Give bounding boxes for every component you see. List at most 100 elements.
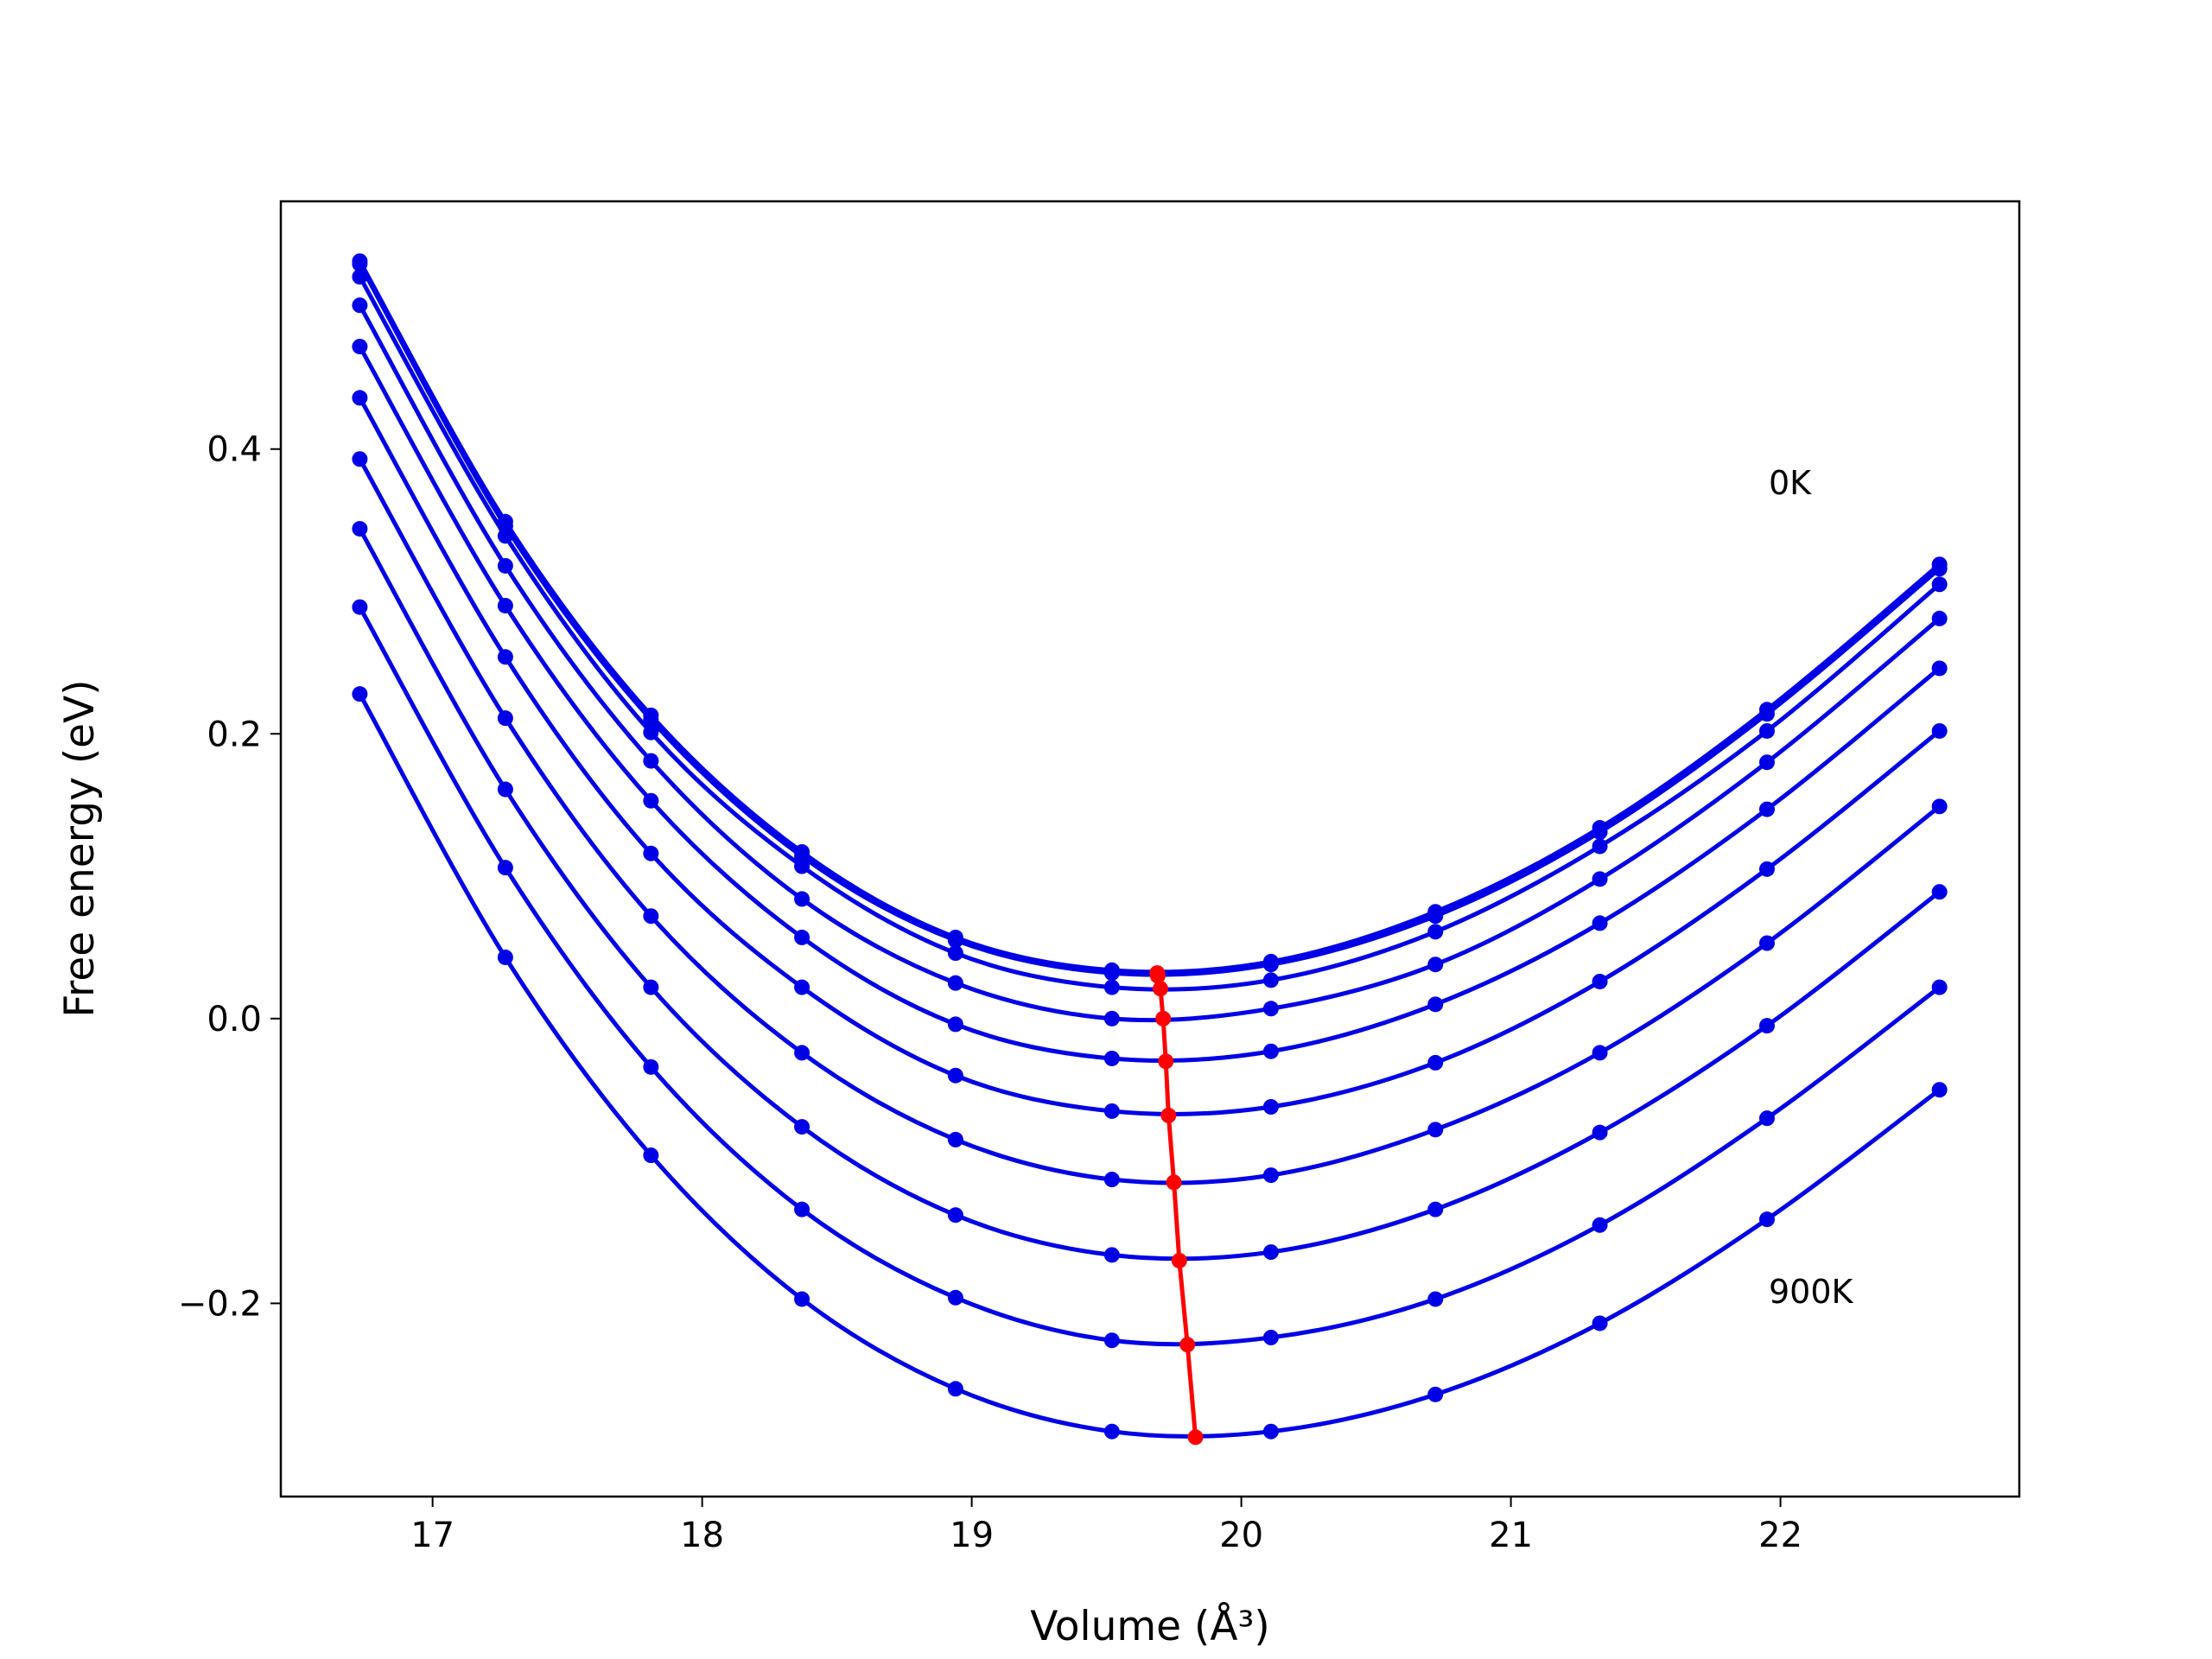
point [947, 975, 963, 991]
point [1758, 722, 1775, 739]
point [794, 929, 810, 945]
point [1931, 884, 1948, 900]
point [497, 597, 513, 613]
point [1262, 1098, 1279, 1115]
y-tick-label: 0.0 [207, 1000, 262, 1039]
point [1155, 1010, 1172, 1027]
x-tick-label: 22 [1758, 1516, 1802, 1555]
y-tick-label: 0.4 [207, 430, 262, 470]
x-tick-label: 21 [1489, 1516, 1533, 1555]
curve [358, 692, 1942, 1439]
curve [358, 304, 1942, 1023]
point [1103, 1247, 1120, 1263]
point [1758, 1211, 1775, 1228]
x-axis-label: Volume (Å³) [1030, 1603, 1269, 1650]
point [947, 1067, 963, 1084]
point [794, 1119, 810, 1135]
y-tick-label: −0.2 [178, 1284, 262, 1324]
curve [358, 606, 1942, 1347]
point [1262, 1329, 1279, 1345]
point [643, 1058, 659, 1075]
point [1262, 1043, 1279, 1059]
point [1103, 1332, 1120, 1349]
point [794, 1291, 810, 1307]
point [1262, 972, 1279, 988]
point [1931, 1082, 1948, 1098]
point [1931, 576, 1948, 593]
point [1427, 1291, 1444, 1307]
point [497, 557, 513, 574]
point [643, 724, 659, 741]
curve [358, 259, 1942, 975]
point [1592, 823, 1608, 840]
point [1758, 1110, 1775, 1127]
point [1592, 1045, 1608, 1061]
point [497, 528, 513, 544]
point [1103, 1172, 1120, 1188]
point [947, 1131, 963, 1147]
x-tick-label: 17 [410, 1516, 454, 1555]
point [1758, 1018, 1775, 1034]
annotation: 0K [1769, 464, 1812, 502]
point [497, 649, 513, 665]
point [794, 1045, 810, 1061]
point [643, 753, 659, 769]
point [1758, 801, 1775, 817]
x-tick-label: 20 [1219, 1516, 1263, 1555]
point [352, 599, 368, 615]
point [1262, 1423, 1279, 1440]
curve [358, 458, 1942, 1185]
point [643, 845, 659, 861]
point [1103, 1050, 1120, 1066]
point [497, 710, 513, 727]
point [643, 1147, 659, 1164]
point [1103, 1010, 1120, 1027]
point [1166, 1174, 1182, 1191]
point [1758, 754, 1775, 771]
point [1153, 981, 1169, 997]
point [1592, 838, 1608, 855]
point [1931, 798, 1948, 815]
curve [1154, 972, 1198, 1438]
point [1262, 1244, 1279, 1261]
point [1427, 996, 1444, 1013]
point [1758, 706, 1775, 722]
curve [358, 276, 1942, 992]
point [643, 711, 659, 728]
point [1592, 1315, 1608, 1332]
point [352, 390, 368, 406]
x-tick-label: 19 [950, 1516, 994, 1555]
point [947, 1207, 963, 1224]
point [947, 1289, 963, 1306]
annotation: 900K [1769, 1273, 1854, 1311]
point [1931, 610, 1948, 626]
point [352, 520, 368, 537]
point [1592, 1217, 1608, 1233]
point [1758, 935, 1775, 951]
point [1758, 861, 1775, 877]
point [1931, 561, 1948, 577]
point [947, 1381, 963, 1397]
point [1592, 915, 1608, 931]
point [1427, 957, 1444, 973]
point [1149, 968, 1166, 984]
point [1427, 1201, 1444, 1217]
point [794, 1201, 810, 1217]
point [1427, 908, 1444, 925]
point [1103, 1423, 1120, 1440]
point [1427, 1122, 1444, 1138]
plot-frame [279, 200, 2021, 1498]
point [1103, 1103, 1120, 1119]
point [947, 932, 963, 949]
curve [358, 527, 1942, 1262]
point [497, 860, 513, 876]
point [1103, 965, 1120, 982]
point [1592, 1124, 1608, 1141]
point [352, 686, 368, 702]
point [1592, 973, 1608, 989]
point [947, 1016, 963, 1033]
point [1427, 1054, 1444, 1071]
point [1262, 1167, 1279, 1184]
point [497, 949, 513, 965]
x-tick-label: 18 [680, 1516, 724, 1555]
